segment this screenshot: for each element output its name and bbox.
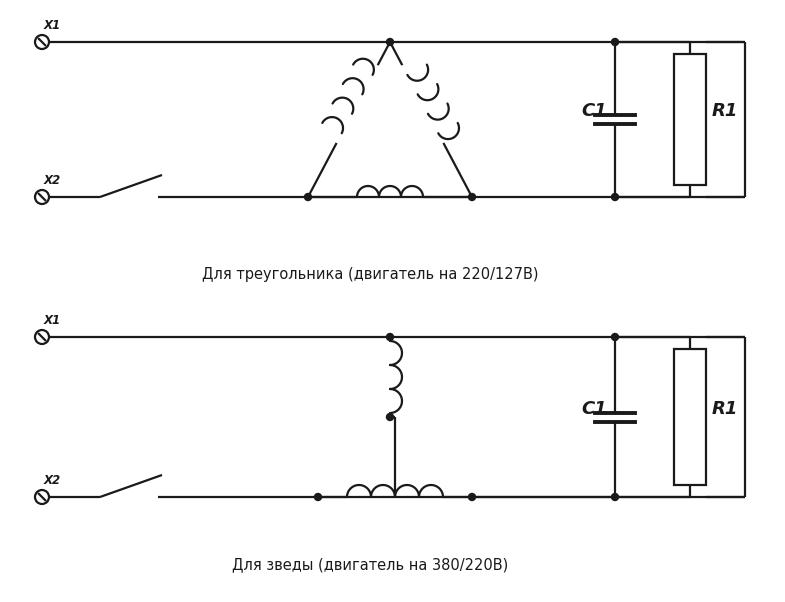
Circle shape xyxy=(315,494,322,500)
Circle shape xyxy=(386,39,393,46)
Text: X1: X1 xyxy=(44,19,61,32)
Bar xyxy=(674,54,706,185)
Circle shape xyxy=(612,334,619,341)
Circle shape xyxy=(35,35,49,49)
Circle shape xyxy=(612,39,619,46)
Circle shape xyxy=(469,193,476,200)
Text: Для треугольника (двигатель на 220/127В): Для треугольника (двигатель на 220/127В) xyxy=(202,267,539,282)
Circle shape xyxy=(386,334,393,341)
Circle shape xyxy=(35,190,49,204)
Circle shape xyxy=(305,193,312,200)
Circle shape xyxy=(35,490,49,504)
Circle shape xyxy=(35,330,49,344)
Circle shape xyxy=(386,414,393,421)
Circle shape xyxy=(469,494,476,500)
Text: R1: R1 xyxy=(712,400,739,418)
Circle shape xyxy=(612,193,619,200)
Text: C1: C1 xyxy=(581,102,607,120)
Text: R1: R1 xyxy=(712,102,739,120)
Bar xyxy=(674,349,706,485)
Text: X2: X2 xyxy=(44,174,61,187)
Text: Для зведы (двигатель на 380/220В): Для зведы (двигатель на 380/220В) xyxy=(232,557,508,573)
Circle shape xyxy=(612,494,619,500)
Text: X1: X1 xyxy=(44,314,61,327)
Text: X2: X2 xyxy=(44,474,61,487)
Text: C1: C1 xyxy=(581,400,607,418)
